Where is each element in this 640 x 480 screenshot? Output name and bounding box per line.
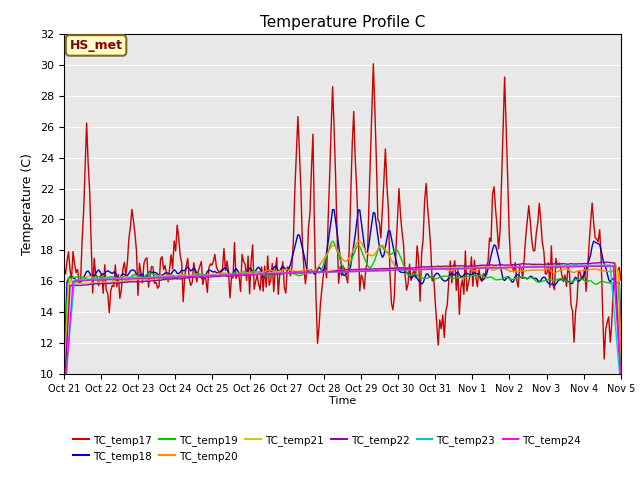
TC_temp18 [284,267,291,273]
TC_temp18 [468,272,476,278]
TC_temp19 [519,275,527,280]
TC_temp21 [278,269,285,275]
TC_temp22 [545,261,552,267]
Line: TC_temp18: TC_temp18 [64,210,621,448]
TC_temp19 [284,270,291,276]
X-axis label: Time: Time [329,396,356,406]
Line: TC_temp22: TC_temp22 [64,262,621,394]
TC_temp20 [519,268,527,274]
TC_temp21 [157,276,164,282]
Y-axis label: Temperature (C): Temperature (C) [22,153,35,255]
TC_temp24 [617,373,625,379]
TC_temp21 [517,264,525,269]
TC_temp17 [519,276,527,281]
TC_temp18 [60,445,68,451]
TC_temp17 [600,356,608,362]
TC_temp17 [546,284,554,290]
TC_temp23 [545,264,552,269]
TC_temp18 [157,273,164,278]
TC_temp19 [468,272,476,278]
TC_temp20 [468,267,476,273]
TC_temp24 [517,264,525,270]
TC_temp19 [278,271,285,276]
TC_temp19 [329,239,337,244]
TC_temp20 [278,268,285,274]
Line: TC_temp21: TC_temp21 [64,265,621,389]
TC_temp24 [609,264,617,269]
TC_temp22 [157,277,164,283]
TC_temp20 [157,273,164,278]
TC_temp19 [60,422,68,428]
Title: Temperature Profile C: Temperature Profile C [260,15,425,30]
TC_temp17 [617,277,625,283]
TC_temp24 [284,270,291,276]
TC_temp23 [517,264,525,270]
TC_temp22 [466,263,474,269]
TC_temp19 [617,384,625,389]
TC_temp20 [60,448,68,454]
Line: TC_temp17: TC_temp17 [64,64,621,359]
TC_temp17 [157,256,164,262]
Line: TC_temp23: TC_temp23 [64,265,621,396]
TC_temp23 [605,262,612,268]
TC_temp18 [546,281,554,287]
TC_temp20 [356,238,364,244]
TC_temp17 [369,61,377,67]
Text: HS_met: HS_met [70,39,123,52]
TC_temp20 [546,267,554,273]
TC_temp23 [466,265,474,271]
TC_temp17 [468,254,476,260]
TC_temp20 [284,267,291,273]
TC_temp24 [278,270,285,276]
TC_temp24 [60,403,68,408]
TC_temp22 [604,259,611,265]
TC_temp21 [545,263,552,269]
TC_temp23 [278,270,285,276]
TC_temp19 [157,275,164,280]
TC_temp22 [517,261,525,267]
TC_temp21 [60,386,68,392]
TC_temp22 [617,379,625,384]
Line: TC_temp19: TC_temp19 [64,241,621,425]
TC_temp22 [60,391,68,397]
TC_temp21 [611,262,619,268]
TC_temp22 [284,270,291,276]
TC_temp18 [278,265,285,271]
Legend: TC_temp17, TC_temp18, TC_temp19, TC_temp20, TC_temp21, TC_temp22, TC_temp23, TC_: TC_temp17, TC_temp18, TC_temp19, TC_temp… [69,431,585,466]
TC_temp20 [617,348,625,354]
TC_temp18 [330,207,338,213]
TC_temp24 [466,265,474,271]
TC_temp18 [617,318,625,324]
TC_temp17 [284,264,291,270]
TC_temp21 [617,375,625,381]
Line: TC_temp20: TC_temp20 [64,241,621,451]
TC_temp17 [60,264,68,270]
TC_temp18 [519,275,527,281]
TC_temp22 [278,271,285,277]
TC_temp24 [157,275,164,281]
TC_temp21 [284,270,291,276]
TC_temp19 [546,277,554,283]
Line: TC_temp24: TC_temp24 [64,266,621,406]
TC_temp23 [157,274,164,280]
TC_temp24 [545,264,552,270]
TC_temp23 [617,385,625,391]
TC_temp23 [60,393,68,399]
TC_temp17 [278,269,285,275]
TC_temp21 [466,264,474,270]
TC_temp23 [284,270,291,276]
